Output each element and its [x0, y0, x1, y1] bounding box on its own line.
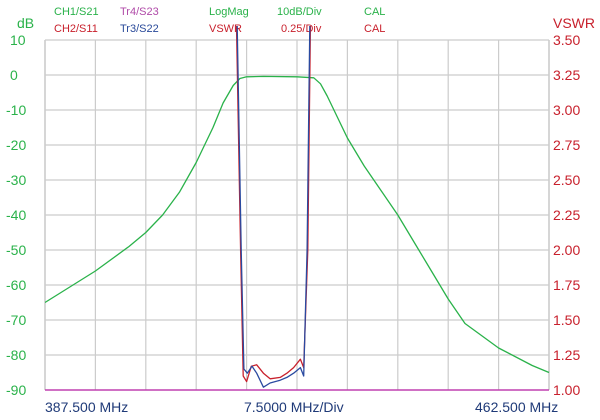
legend-cal-ch1: CAL: [364, 6, 386, 18]
right-tick: 1.75: [553, 277, 581, 293]
right-tick: 3.50: [553, 32, 581, 48]
right-tick: 1.50: [553, 312, 581, 328]
left-tick: 10: [10, 32, 26, 48]
legend-ch1-s21: CH1/S21: [54, 6, 99, 18]
legend-format-vswr: VSWR: [209, 23, 242, 35]
left-tick: -50: [6, 242, 27, 258]
left-tick: -40: [6, 207, 27, 223]
legend-scale-ch1: 10dB/Div: [277, 6, 322, 18]
trace-s11: [235, 25, 312, 383]
left-tick: 0: [10, 67, 18, 83]
legend-cal-ch2: CAL: [364, 23, 386, 35]
left-tick: -60: [6, 277, 27, 293]
right-tick: 3.25: [553, 67, 581, 83]
left-tick: -70: [6, 312, 27, 328]
right-tick: 3.00: [553, 102, 581, 118]
left-tick: -20: [6, 137, 27, 153]
trace-s22: [236, 25, 311, 388]
right-tick: 1.25: [553, 347, 581, 363]
grid: [44, 39, 550, 390]
legend-tr3-s22: Tr3/S22: [120, 23, 159, 35]
left-tick: -30: [6, 172, 27, 188]
left-axis-unit: dB: [17, 15, 35, 31]
right-tick: 2.00: [553, 242, 581, 258]
traces: [45, 25, 550, 391]
legend-tr4-s23: Tr4/S23: [120, 6, 159, 18]
x-div-label: 7.5000 MHz/Div: [244, 399, 344, 415]
right-tick: 1.00: [553, 382, 581, 398]
left-tick: -80: [6, 347, 27, 363]
left-tick: -90: [6, 382, 27, 398]
left-tick: -10: [6, 102, 27, 118]
legend-format-logmag: LogMag: [209, 6, 249, 18]
right-tick: 2.50: [553, 172, 581, 188]
trace-s21: [45, 75, 550, 374]
legend-ch2-s11: CH2/S11: [54, 23, 98, 35]
x-start-label: 387.500 MHz: [45, 399, 129, 415]
right-axis-unit: VSWR: [553, 15, 595, 31]
x-stop-label: 462.500 MHz: [475, 399, 559, 415]
right-tick: 2.75: [553, 137, 581, 153]
right-tick: 2.25: [553, 207, 581, 223]
legend-scale-ch2: 0.25/Div: [281, 23, 322, 35]
